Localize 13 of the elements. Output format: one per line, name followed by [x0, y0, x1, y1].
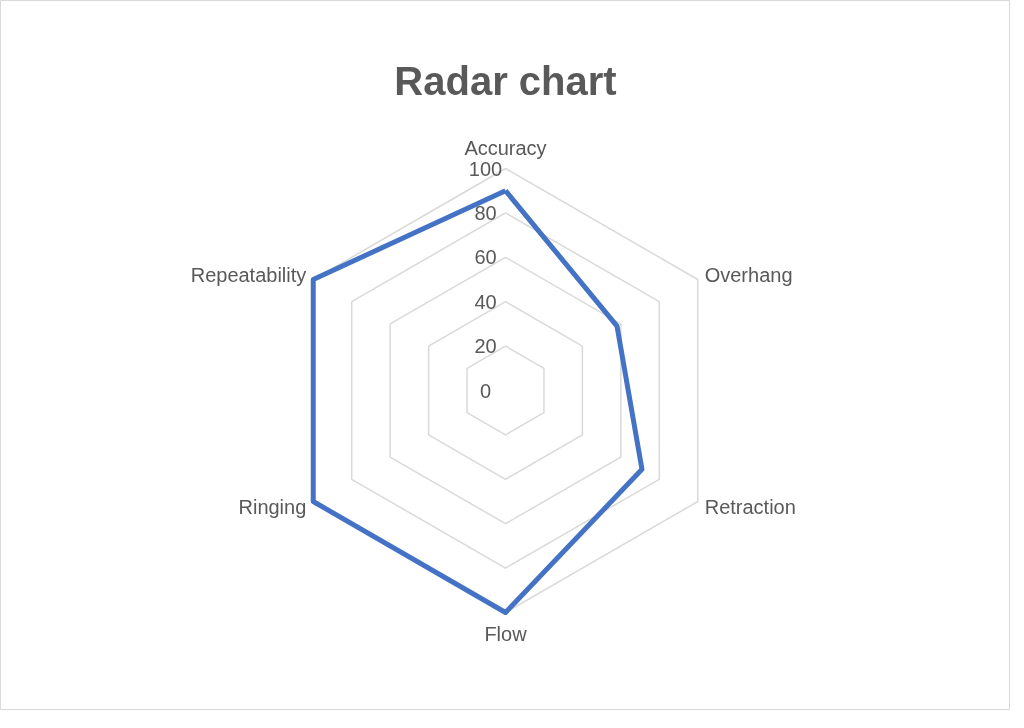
- y-tick-label: 100: [468, 157, 503, 180]
- spoke-label: Overhang: [704, 263, 793, 286]
- chart-title: Radar chart: [394, 58, 617, 103]
- spoke-label: Flow: [484, 622, 528, 645]
- spoke-label: Ringing: [238, 495, 307, 518]
- y-tick-label: 20: [474, 335, 497, 358]
- y-tick-label: 80: [474, 201, 497, 224]
- spoke-label: Accuracy: [464, 136, 547, 159]
- y-tick-label: 40: [474, 290, 497, 313]
- spoke-label: Retraction: [704, 495, 796, 518]
- y-tick-label: 60: [474, 246, 497, 269]
- spoke-label: Repeatability: [190, 263, 307, 286]
- y-tick-label: 0: [479, 379, 492, 402]
